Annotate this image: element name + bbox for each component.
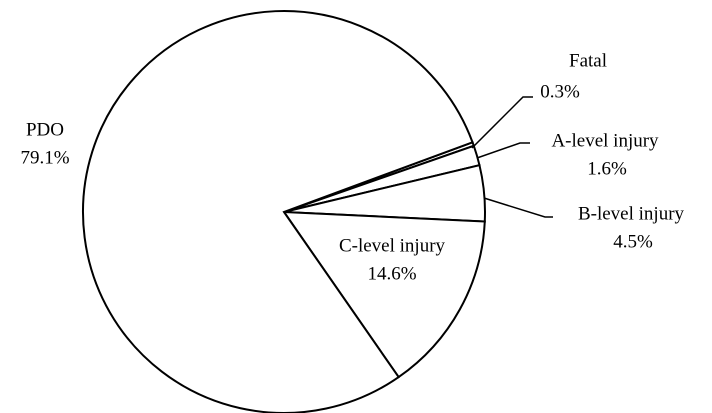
value-label: 4.5%	[613, 231, 653, 252]
leader-line	[476, 142, 530, 159]
pie-slice	[282, 210, 486, 379]
leader-line	[483, 197, 553, 218]
slice-label: Fatal	[569, 50, 607, 71]
value-label: 14.6%	[367, 263, 416, 284]
pie-slice	[82, 10, 474, 413]
leader-line	[471, 96, 533, 149]
slice-label: C-level injury	[339, 235, 446, 256]
slice-label: PDO	[26, 119, 64, 140]
value-label: 79.1%	[20, 147, 69, 168]
slice-label: A-level injury	[551, 130, 659, 151]
value-label: 0.3%	[540, 81, 580, 102]
value-label: 1.6%	[587, 158, 627, 179]
slice-label: B-level injury	[578, 203, 685, 224]
